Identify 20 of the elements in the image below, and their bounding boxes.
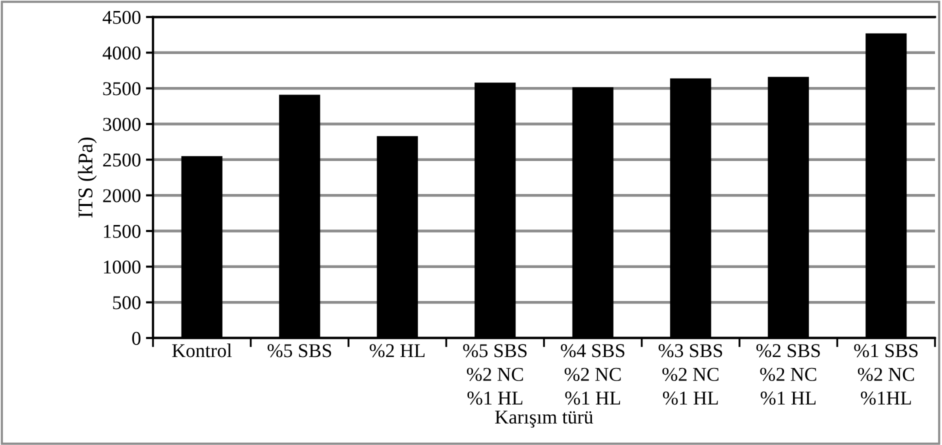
x-tick-label: %2 HL [370,344,425,358]
y-tick-label: 1500 [104,224,140,238]
y-tick-label: 3500 [103,82,140,96]
x-tick-label: %3 SBS %2 NC %1 HL [658,344,722,405]
x-tick-label: Kontrol [172,344,232,358]
x-tick-label: %4 SBS %2 NC %1 HL [560,344,624,405]
y-tick-label: 500 [113,296,140,310]
y-tick-label: 0 [132,332,140,345]
y-tick-label: 1000 [104,260,140,274]
x-tick-label: %2 SBS %2 NC %1 HL [756,344,820,405]
x-axis-title: Karışım türü [495,410,594,428]
y-tick-label: 4500 [102,10,140,24]
y-tick-label: 3000 [103,118,140,131]
x-tick-label: %5 SBS %2 NC %1 HL [463,344,527,405]
y-tick-label: 4000 [102,46,140,60]
y-tick-label: 2000 [103,189,140,202]
y-tick-label: 2500 [103,153,140,167]
y-axis-title: ITS (kPa) [78,138,97,218]
x-tick-label: %1 SBS %2 NC %1HL [854,344,918,405]
x-tick-label: %5 SBS [268,344,332,358]
